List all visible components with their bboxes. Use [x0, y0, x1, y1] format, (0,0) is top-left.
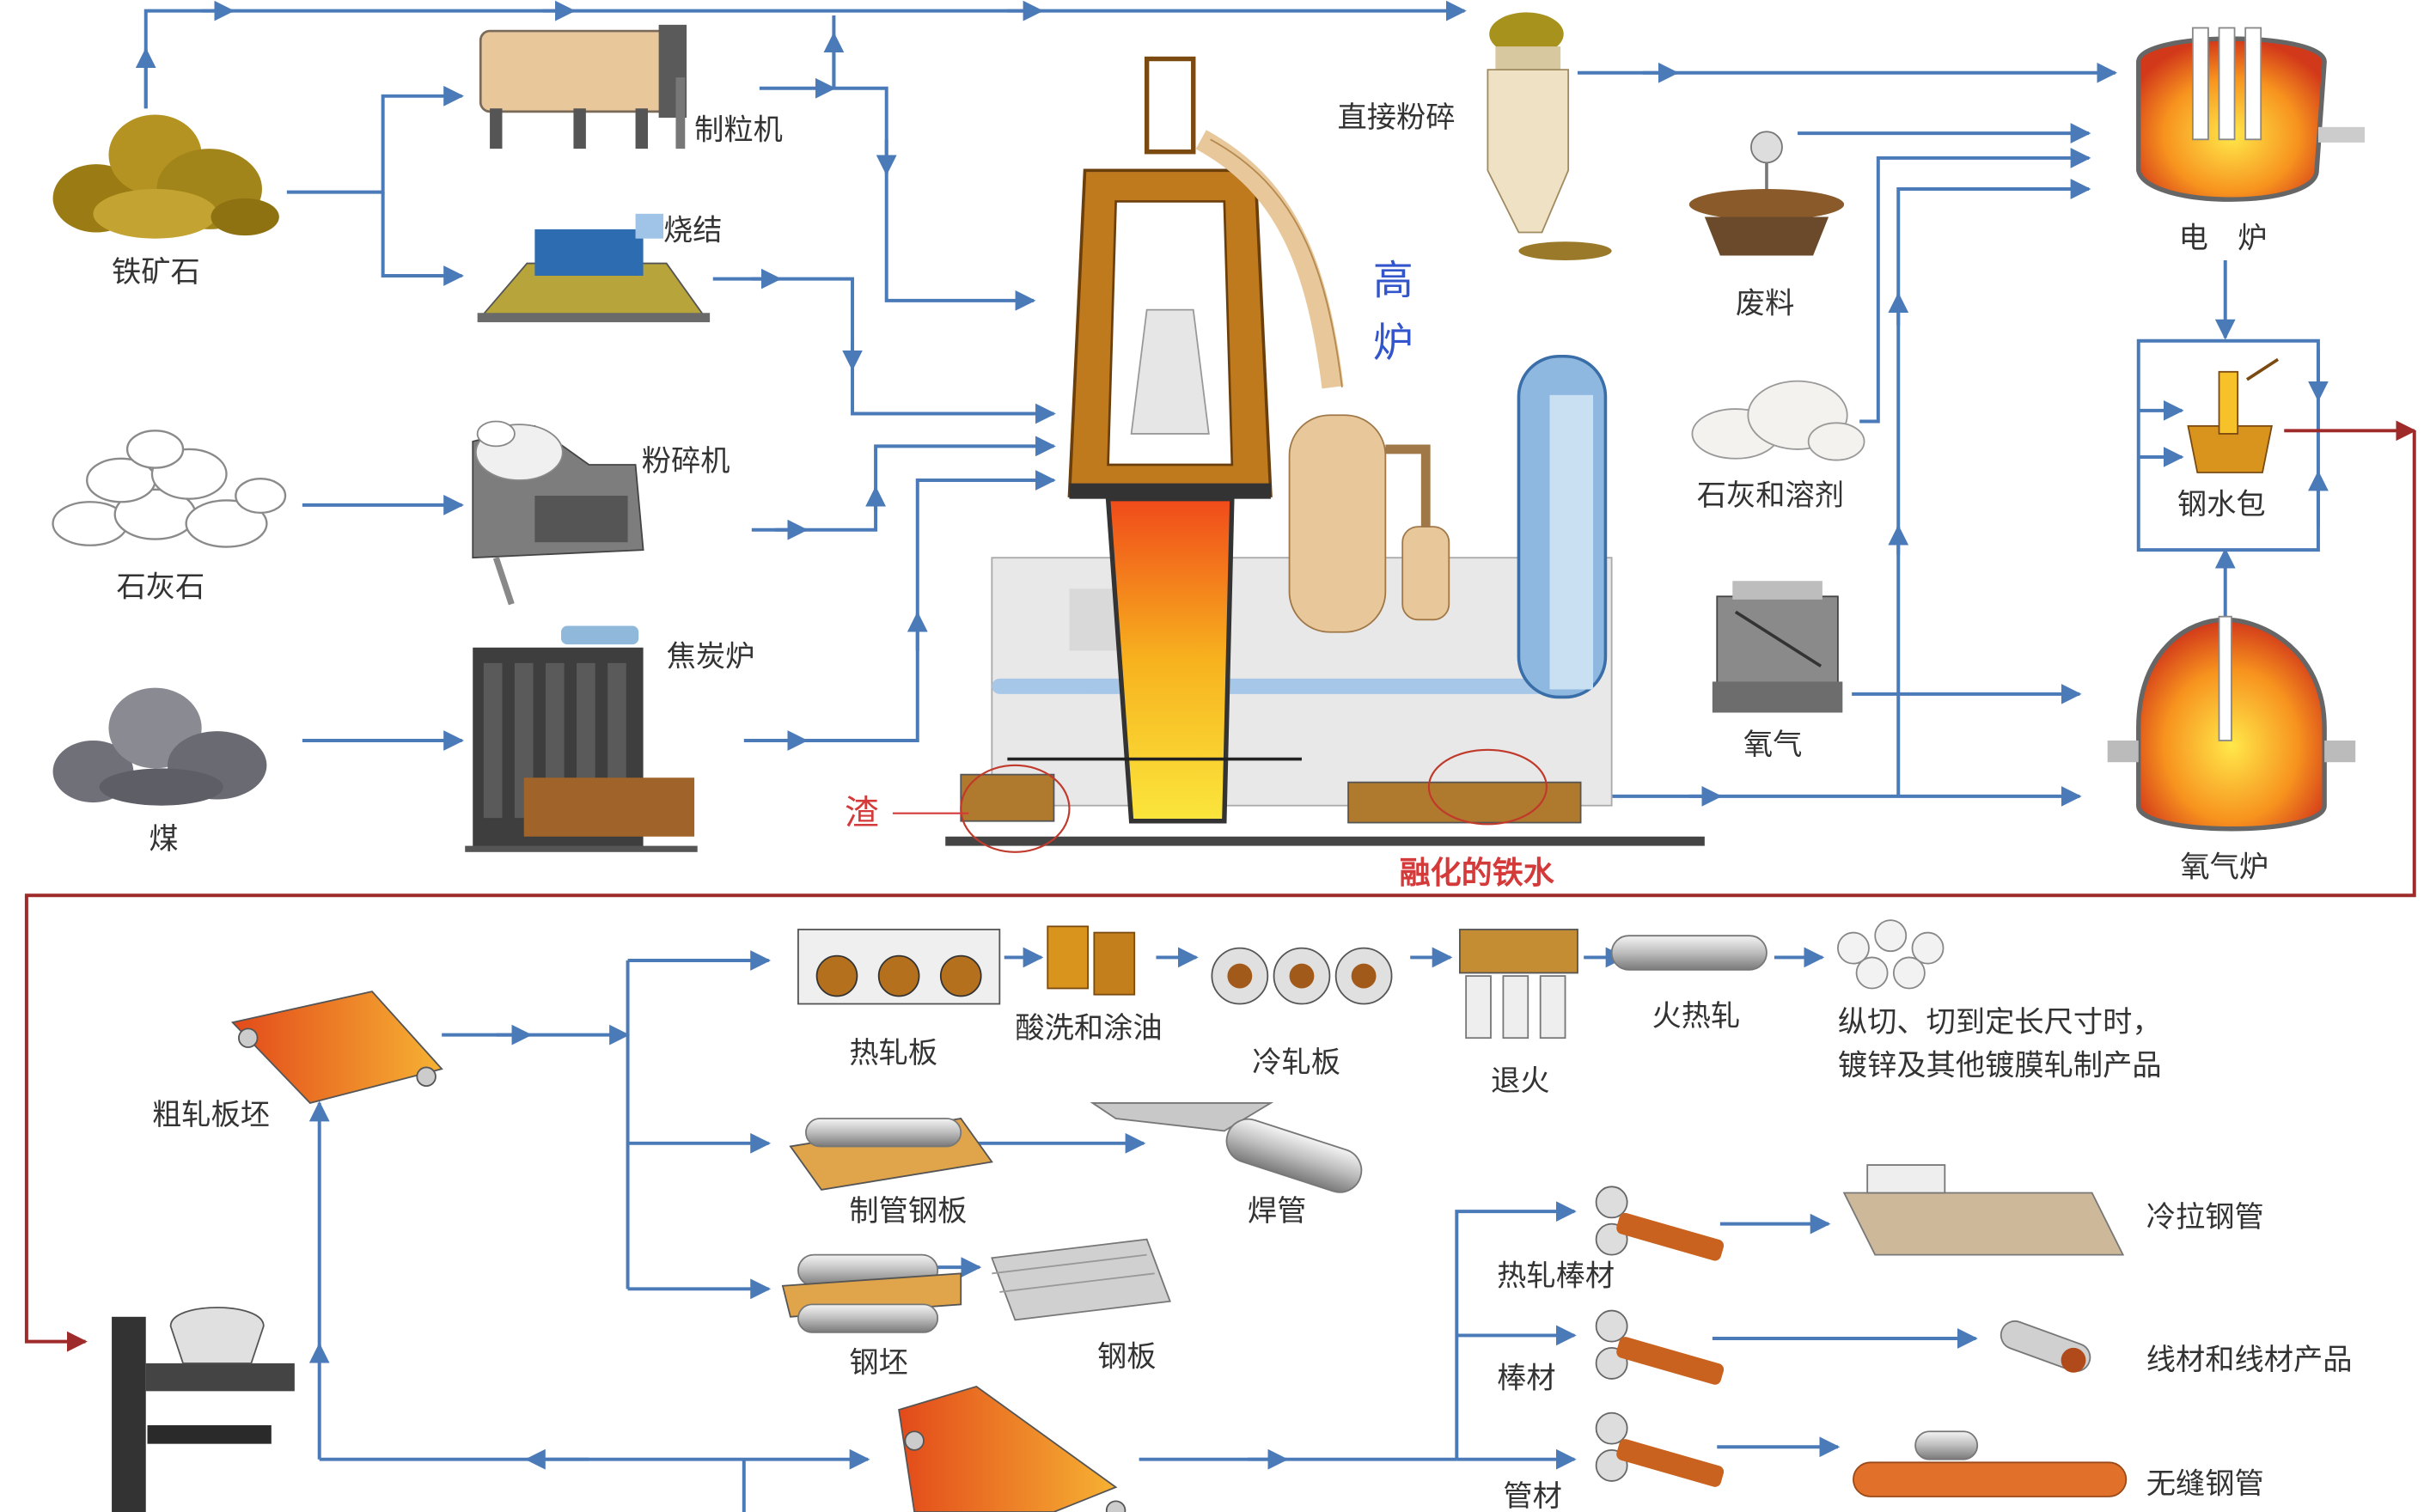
- label-hot-rolled-sheet: 热轧板: [849, 1036, 937, 1070]
- label-electric-furnace: 电 炉: [2179, 222, 2268, 256]
- iron-ore-icon: [52, 114, 279, 239]
- label-sintering: 烧结: [663, 214, 723, 248]
- steel-route: [24, 420, 2417, 1352]
- label-wire-products: 线材和线材产品: [2146, 1343, 2353, 1377]
- label-ladle: 钢水包: [2177, 488, 2266, 522]
- coils-icon: [1837, 919, 1945, 990]
- label-crusher: 粉碎机: [642, 444, 730, 479]
- label-oxygen-furnace: 氧气炉: [2180, 850, 2268, 885]
- label-direct-pulverize: 直接粉碎: [1337, 101, 1455, 135]
- ladle-icon: [2187, 357, 2280, 473]
- crusher-icon: [472, 420, 644, 606]
- label-pickling-oiling: 酸洗和涂油: [1015, 1011, 1162, 1046]
- temper-rolling-icon: [1610, 935, 1768, 971]
- flow-lines: [135, 0, 2329, 1512]
- lime-flux-icon: [1691, 380, 1865, 461]
- label-seamless-pipe: 无缝钢管: [2146, 1466, 2264, 1501]
- caster-icon: [112, 1307, 295, 1512]
- label-scrap: 废料: [1736, 286, 1795, 320]
- direct-pulverize-icon: [1487, 12, 1612, 260]
- label-iron-ore: 铁矿石: [112, 255, 200, 290]
- electric-furnace-icon: [2136, 27, 2366, 202]
- oxygen-plant-icon: [1712, 581, 1843, 713]
- label-pipe-plate: 制管钢板: [849, 1194, 967, 1228]
- label-lime-flux: 石灰和溶剂: [1697, 479, 1844, 513]
- label-tube: 管材: [1503, 1479, 1562, 1512]
- label-limestone: 石灰石: [116, 570, 205, 604]
- label-cold-rolled-sheet: 冷轧板: [1252, 1046, 1340, 1080]
- seamless-pipe-icon: [1853, 1430, 2128, 1497]
- label-coal: 煤: [149, 822, 178, 857]
- label-molten-iron: 融化的铁水: [1400, 855, 1555, 891]
- label-steel-plate: 钢板: [1097, 1339, 1157, 1374]
- label-blast-furnace-2: 炉: [1373, 320, 1413, 367]
- annealing-icon: [1459, 929, 1578, 1040]
- label-welded-pipe: 焊管: [1248, 1194, 1307, 1228]
- caster-slab-icon: [898, 1385, 1126, 1512]
- hot-rolled-bar-icon: [1595, 1186, 1725, 1261]
- label-slag: 渣: [845, 793, 879, 832]
- tube-icon: [1595, 1411, 1725, 1487]
- label-billet: 钢坯: [849, 1346, 908, 1381]
- scrap-icon: [1688, 131, 1845, 256]
- steel-plate-icon: [991, 1238, 1171, 1321]
- labels: 铁矿石 石灰石 煤 制粒机 烧结 粉碎机 焦炭炉 直接粉碎 废料 石灰和溶剂 氧…: [112, 101, 2352, 1512]
- oxygen-furnace-icon: [2107, 615, 2356, 832]
- label-coke-oven: 焦炭炉: [667, 639, 755, 674]
- bar-icon: [1595, 1309, 1725, 1385]
- label-finishing-line1: 纵切、切到定长尺寸时，: [1838, 1005, 2162, 1040]
- pipe-plate-icon: [789, 1117, 993, 1191]
- cold-rolled-sheet-icon: [1211, 947, 1393, 1005]
- label-blast-furnace-1: 高: [1373, 258, 1413, 305]
- label-cold-drawn-pipe: 冷拉钢管: [2146, 1200, 2264, 1235]
- label-temper-rolling: 火热轧: [1652, 999, 1741, 1033]
- limestone-icon: [52, 430, 287, 548]
- welded-pipe-icon: [1090, 1102, 1363, 1193]
- label-finishing-line2: 镀锌及其他镀膜轧制产品: [1838, 1048, 2162, 1082]
- pickling-oiling-icon: [1047, 925, 1136, 996]
- label-bar: 棒材: [1497, 1362, 1556, 1396]
- rough-slab-icon: [230, 991, 443, 1104]
- coal-icon: [52, 687, 267, 806]
- label-hot-rolled-bar: 热轧棒材: [1497, 1259, 1615, 1294]
- label-pelletizer: 制粒机: [694, 113, 783, 147]
- pelletizer-icon: [479, 24, 687, 149]
- sintering-icon: [477, 213, 711, 323]
- label-rough-slab: 粗轧板坯: [152, 1098, 270, 1132]
- blast-furnace-icon: [945, 56, 1705, 853]
- hot-rolled-sheet-icon: [797, 929, 1001, 1005]
- billet-icon: [781, 1253, 962, 1333]
- label-annealing: 退火: [1491, 1064, 1550, 1099]
- wire-products-icon: [2000, 1320, 2091, 1373]
- coke-oven-icon: [465, 625, 698, 852]
- label-oxygen: 氧气: [1743, 728, 1803, 762]
- cold-drawn-pipe-icon: [1842, 1164, 2125, 1256]
